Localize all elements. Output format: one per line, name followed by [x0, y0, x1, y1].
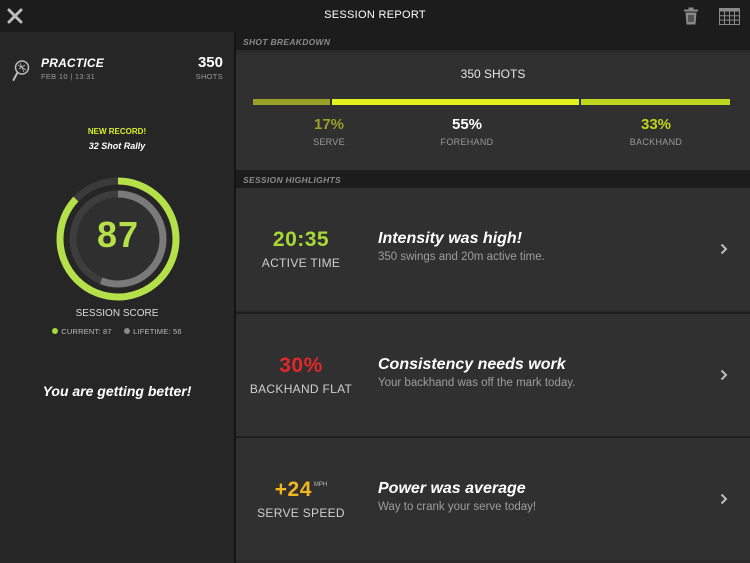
forehand-label: FOREHAND [440, 137, 494, 147]
serve-percent: 17% [313, 116, 345, 133]
top-bar: SESSION REPORT [0, 0, 750, 32]
current-dot-icon [52, 328, 59, 334]
serve-bar [253, 99, 330, 105]
lifetime-score-label: LIFETIME: 56 [133, 327, 182, 336]
backhand-bar [581, 99, 730, 105]
backhand-label: BACKHAND [629, 137, 683, 147]
serve-speed-label: SERVE SPEED [257, 506, 345, 520]
tennis-racket-icon [12, 60, 30, 81]
chevron-right-icon [720, 369, 728, 381]
forehand-bar [331, 99, 580, 105]
session-date: FEB 10 | 13:31 [41, 72, 96, 81]
row-divider [236, 436, 750, 438]
shots-label: SHOTS [195, 72, 223, 81]
active-time-value: 20:35 [272, 228, 330, 251]
lifetime-dot-icon [124, 328, 131, 334]
shot-breakdown-panel: 350 SHOTS 17% SERVE 55% FOREHAND 33% BAC… [236, 53, 750, 170]
shot-breakdown-header: SHOT BREAKDOWN [236, 32, 750, 50]
highlight-title: Power was average [378, 480, 526, 497]
chevron-right-icon [720, 243, 728, 255]
highlight-subtitle: 350 swings and 20m active time. [378, 251, 545, 263]
highlight-title: Intensity was high! [378, 230, 523, 247]
highlight-row-consistency[interactable]: 30% BACKHAND FLAT Consistency needs work… [236, 314, 750, 436]
session-summary-panel: PRACTICE FEB 10 | 13:31 350 SHOTS NEW RE… [0, 32, 234, 563]
current-score-arc [56, 177, 180, 301]
calendar-grid-icon[interactable] [719, 8, 740, 25]
page-title: SESSION REPORT [324, 9, 426, 21]
serve-speed-value: +24 MPH [236, 478, 366, 502]
forehand-percent: 55% [451, 116, 483, 133]
highlight-subtitle: Your backhand was off the mark today. [378, 377, 576, 389]
session-score-label: SESSION SCORE [75, 308, 159, 319]
panel-divider [234, 32, 236, 563]
highlight-title: Consistency needs work [378, 356, 566, 373]
backhand-flat-value: 30% [279, 354, 323, 377]
breakdown-title: 350 SHOTS [460, 67, 526, 81]
chevron-right-icon [720, 493, 728, 505]
backhand-percent: 33% [640, 116, 672, 133]
serve-speed-number: +24 [274, 478, 312, 501]
new-record-badge: NEW RECORD! [87, 127, 147, 136]
active-time-label: ACTIVE TIME [261, 256, 341, 270]
row-divider [236, 312, 750, 314]
shots-count: 350 [197, 54, 223, 71]
session-type: PRACTICE [41, 56, 104, 70]
session-score-gauge [56, 177, 180, 301]
backhand-flat-label: BACKHAND FLAT [249, 382, 353, 396]
close-icon[interactable] [6, 7, 24, 25]
speed-unit: MPH [313, 482, 328, 488]
encouragement-message: You are getting better! [42, 383, 192, 399]
highlight-row-power[interactable]: +24 MPH SERVE SPEED Power was average Way… [236, 438, 750, 560]
current-score-label: CURRENT: 87 [61, 327, 112, 336]
record-detail: 32 Shot Rally [88, 141, 146, 151]
highlight-row-intensity[interactable]: 20:35 ACTIVE TIME Intensity was high! 35… [236, 188, 750, 310]
session-highlights-header: SESSION HIGHLIGHTS [236, 170, 750, 188]
highlight-subtitle: Way to crank your serve today! [378, 501, 537, 513]
trash-icon[interactable] [683, 7, 699, 25]
lifetime-score-arc [69, 190, 167, 288]
serve-label: SERVE [313, 137, 345, 147]
score-legend: CURRENT: 87 LIFETIME: 56 [0, 327, 234, 336]
session-score-value: 87 [96, 214, 140, 255]
